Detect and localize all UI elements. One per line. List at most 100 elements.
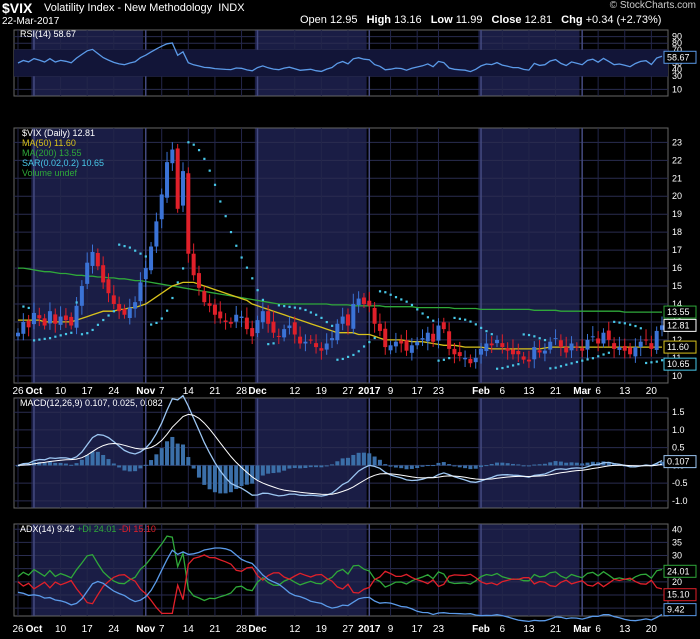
sar-dot — [410, 303, 414, 307]
macd-hist-bar — [122, 465, 127, 471]
macd-hist-bar — [606, 461, 611, 466]
macd-hist-bar — [85, 455, 90, 466]
macd-hist-bar — [495, 462, 500, 466]
candle-body — [202, 291, 207, 303]
x-axis-label: 6 — [595, 386, 601, 397]
x-axis-label: Dec — [248, 624, 267, 635]
candle-body — [85, 262, 90, 284]
chg-label: Chg — [561, 14, 583, 26]
macd-hist-bar — [74, 463, 79, 466]
candle-body — [489, 343, 494, 346]
candle-body — [74, 305, 79, 328]
sar-dot — [586, 358, 589, 361]
adx-tag — [663, 588, 697, 602]
sar-dot — [432, 319, 435, 322]
sar-dot — [405, 300, 408, 303]
candle-body — [585, 339, 590, 350]
adx-line — [17, 547, 663, 623]
candle-body — [260, 311, 265, 323]
macd-hist-bar — [436, 462, 441, 466]
candle-body — [31, 312, 36, 325]
candle-body — [383, 328, 388, 348]
ma50-legend: MA(50) 11.60 — [22, 138, 76, 148]
candle-body — [276, 335, 281, 337]
x-axis-label: Mar — [573, 386, 591, 397]
sar-dot — [629, 323, 632, 326]
sar-dot — [389, 293, 392, 296]
macd-hist-bar — [590, 461, 595, 466]
close-value: 12.81 — [524, 14, 553, 26]
x-axis-label: 13 — [619, 386, 631, 397]
sar-dot — [645, 361, 648, 365]
sar-dot — [549, 367, 552, 370]
sar-dot — [661, 359, 664, 362]
sar-dot — [336, 358, 339, 361]
macd-hist-bar — [441, 462, 446, 466]
macd-hist-bar — [473, 465, 478, 469]
macd-hist-bar — [149, 460, 154, 466]
rsi-y-tick: 90 — [672, 32, 682, 42]
sar-dot — [426, 316, 430, 319]
sar-dot — [602, 353, 605, 356]
sar-dot — [160, 317, 163, 320]
macd-hist-bar — [452, 465, 457, 467]
macd-hist-bar — [361, 452, 366, 466]
sar-dot — [166, 309, 169, 312]
x-axis-label: Nov — [136, 624, 155, 635]
chart-date: 22-Mar-2017 — [2, 16, 60, 27]
rsi-band — [14, 49, 668, 77]
brand-label[interactable]: © StockCharts.com — [609, 0, 696, 11]
sar-dot — [43, 337, 46, 340]
macd-hist-bar — [196, 465, 201, 478]
sar-dot — [421, 312, 424, 315]
sar-dot — [543, 338, 547, 342]
macd-hist-bar — [431, 465, 436, 467]
candle-body — [47, 311, 52, 324]
x-axis-label: 6 — [500, 624, 506, 635]
adx-panel: 24.01 15.10 9.42 — [17, 535, 697, 623]
candle-body — [399, 340, 404, 344]
candle-body — [207, 303, 212, 306]
candle-body — [425, 332, 430, 342]
x-axis-label: 9 — [388, 386, 394, 397]
sar-dot — [59, 334, 62, 337]
sar-dot — [490, 333, 493, 336]
rsi-panel: 58.67 — [14, 42, 697, 77]
price-y-tick: 18 — [672, 227, 682, 237]
chg-value: +0.34 (+2.73%) — [585, 14, 662, 26]
macd-hist-bar — [548, 462, 553, 466]
macd-hist-bar — [106, 459, 111, 466]
sar-dot — [123, 245, 126, 248]
x-axis-label: 21 — [209, 624, 221, 635]
x-axis-label: 20 — [646, 624, 658, 635]
candle-body — [42, 318, 47, 326]
x-axis-label: Oct — [26, 386, 43, 397]
candle-body — [196, 273, 201, 288]
sar-dot — [224, 215, 227, 218]
sar-dot — [80, 333, 84, 336]
candle-body — [574, 346, 579, 348]
sar-dot — [384, 291, 387, 294]
sar-dot — [464, 318, 467, 321]
sar-dot — [618, 321, 621, 324]
sar-dot — [378, 290, 382, 293]
candle-body — [37, 315, 42, 319]
macd-hist-bar — [16, 465, 20, 467]
sar-dot — [22, 305, 25, 308]
sar-dot — [581, 359, 584, 362]
x-axis-label: 6 — [500, 386, 506, 397]
sar-dot — [315, 313, 318, 316]
x-axis-label: 21 — [550, 624, 562, 635]
macd-hist-bar — [117, 465, 122, 468]
ma200-line — [18, 267, 662, 313]
candle-body — [58, 316, 63, 325]
candle-body — [63, 315, 68, 321]
candle-body — [596, 338, 601, 344]
grid-lines: 9080705040301023222120191817161514131211… — [14, 30, 688, 616]
candle-body — [644, 339, 649, 341]
macd-y-tick: 1.0 — [672, 425, 685, 435]
macd-hist-bar — [234, 465, 239, 490]
x-axis-label: 9 — [388, 624, 394, 635]
sar-dot — [144, 255, 147, 258]
